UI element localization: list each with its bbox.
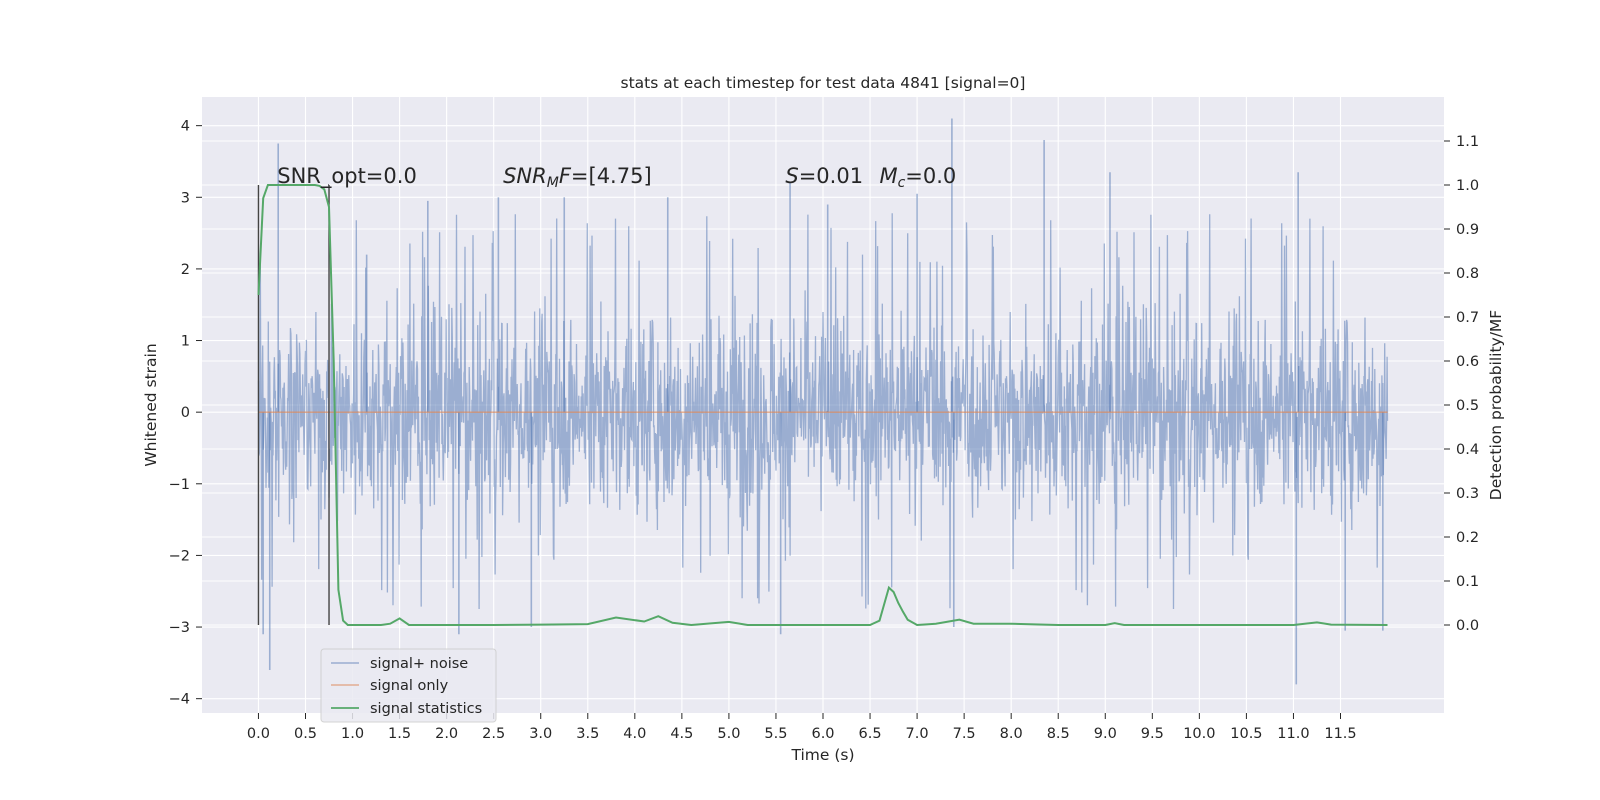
x-tick-label: 8.5 (1047, 726, 1070, 742)
y-axis-ticks: 4 3 2 1 0 −1 −2 −3 −4 (169, 119, 202, 708)
legend: signal+ noise signal only signal statist… (320, 648, 497, 723)
x-tick-label: 6.5 (859, 726, 882, 742)
y2-tick-label: 0.4 (1456, 442, 1479, 458)
vertical-markers (257, 184, 330, 625)
y-tick-label: −4 (169, 692, 190, 708)
legend-box (320, 648, 497, 723)
y2-tick-label: 0.2 (1456, 530, 1479, 546)
x-tick-label: 0.0 (247, 726, 270, 742)
x-tick-label: 6.0 (811, 726, 834, 742)
x-tick-label: 8.0 (1000, 726, 1023, 742)
y2-axis-title: Detection probability/MF (1487, 310, 1505, 501)
annotation-text: S=0.01 (785, 164, 863, 188)
x-tick-label: 5.5 (764, 726, 787, 742)
y-tick-label: 2 (181, 262, 190, 278)
y2-tick-label: 0.0 (1456, 618, 1479, 634)
signal-statistics-line (257, 184, 1388, 627)
x-tick-label: 0.5 (294, 726, 317, 742)
x-tick-label: 3.0 (529, 726, 552, 742)
chart-title: stats at each timestep for test data 484… (621, 74, 1026, 92)
y-tick-label: 1 (181, 334, 190, 350)
x-tick-label: 9.5 (1141, 726, 1164, 742)
legend-label-signal-statistics: signal statistics (370, 701, 482, 717)
grid-lines (202, 97, 1444, 713)
y2-tick-label: 0.6 (1456, 354, 1479, 370)
y-axis-title: Whitened strain (142, 343, 160, 466)
y2-tick-label: 1.1 (1456, 134, 1479, 150)
x-tick-label: 11.5 (1324, 726, 1356, 742)
y-tick-label: −3 (169, 620, 190, 636)
y2-tick-label: 0.3 (1456, 486, 1479, 502)
x-tick-label: 3.5 (576, 726, 599, 742)
legend-label-signal-plus-noise: signal+ noise (370, 656, 468, 672)
y2-tick-label: 0.1 (1456, 574, 1479, 590)
x-tick-label: 1.0 (341, 726, 364, 742)
y-tick-label: 4 (181, 119, 190, 135)
series-signal-plus-noise (257, 118, 1389, 685)
y2-tick-label: 0.8 (1456, 266, 1479, 282)
annotation-text: SNR_opt=0.0 (277, 164, 417, 189)
x-tick-label: 2.5 (482, 726, 505, 742)
x-tick-label: 9.0 (1094, 726, 1117, 742)
x-tick-label: 5.0 (717, 726, 740, 742)
x-axis-ticks: 0.0 0.5 1.0 1.5 2.0 2.5 3.0 3.5 4.0 4.5 5.0 5.5 6.0 6… (247, 713, 1357, 742)
y-tick-label: 3 (181, 190, 190, 206)
x-axis-title: Time (s) (790, 746, 854, 764)
x-tick-label: 4.0 (623, 726, 646, 742)
y-tick-label: −1 (169, 477, 190, 493)
x-tick-label: 10.5 (1230, 726, 1262, 742)
x-tick-label: 4.5 (670, 726, 693, 742)
x-tick-label: 7.0 (906, 726, 929, 742)
x-tick-label: 1.5 (388, 726, 411, 742)
y-tick-label: −2 (169, 548, 190, 564)
x-tick-label: 7.5 (953, 726, 976, 742)
annotation-text: Mc=0.0 (879, 164, 956, 191)
y2-tick-label: 0.5 (1456, 398, 1479, 414)
annotation-text: SNRMF=[4.75] (503, 164, 652, 191)
annotations: SNR_opt=0.0 SNRMF=[4.75] S=0.01 Mc=0.0 (277, 164, 956, 191)
noise-trace (257, 213, 1389, 610)
y2-tick-label: 1.0 (1456, 178, 1479, 194)
y-tick-label: 0 (181, 405, 190, 421)
x-tick-label: 11.0 (1277, 726, 1309, 742)
y2-tick-label: 0.9 (1456, 222, 1479, 238)
y2-tick-label: 0.7 (1456, 310, 1479, 326)
legend-label-signal-only: signal only (370, 678, 449, 694)
x-tick-label: 2.0 (435, 726, 458, 742)
y2-axis-ticks: 1.1 1.0 0.9 0.8 0.7 0.6 0.5 0.4 0.3 0.2 0.1 0.0 (1444, 134, 1479, 634)
series-signal-statistics (257, 184, 1388, 627)
x-tick-label: 10.0 (1183, 726, 1215, 742)
